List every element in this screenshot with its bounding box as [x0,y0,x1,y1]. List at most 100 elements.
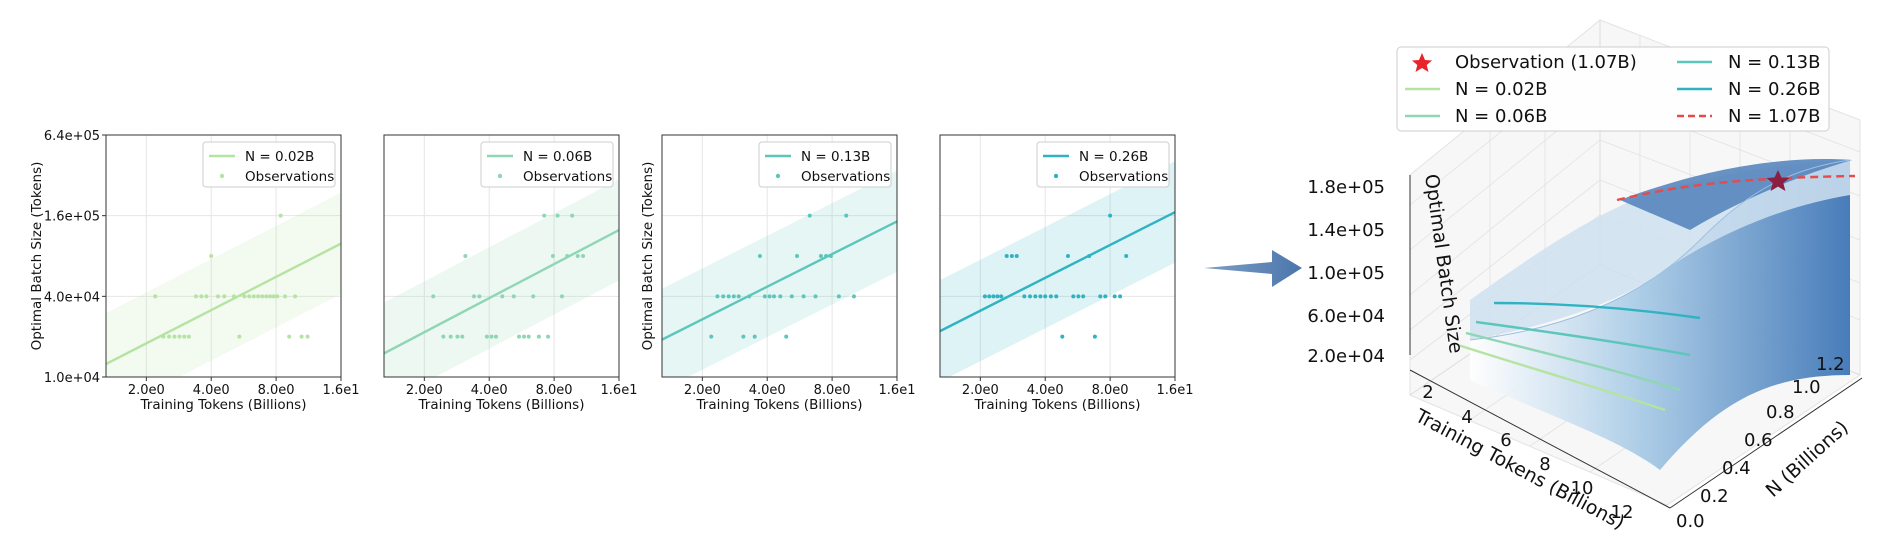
observation-point [194,294,199,299]
surface-highlight [1620,159,1852,230]
legend-box [758,141,892,188]
observation-point [1124,254,1129,258]
legend-label: N = 0.02B [1455,79,1547,100]
observation-point [256,294,261,299]
observation-point [1108,213,1113,218]
observation-point [1092,334,1097,339]
legend-label: N = 0.26B [1728,79,1820,100]
observation-point [493,334,498,339]
observation-point [215,294,220,299]
x-axis-label: Training Tokens (Billions) [418,397,585,413]
x-tick-label: 4.0e0 [471,383,508,398]
y3d-tick-label: 0.4 [1722,458,1751,479]
curve-n-0.13b [1475,320,1691,357]
observation-point [789,294,794,299]
observation-point [752,334,757,339]
x-tick-label: 8.0e0 [814,383,851,398]
legend-marker-swatch [219,173,225,179]
observation-point [531,294,536,299]
x-tick-label: 2.0e0 [684,383,721,398]
legend-box [1036,141,1170,188]
observation-point [762,294,767,299]
x-tick-label: 2.0e0 [962,383,999,398]
observation-point [222,294,227,299]
y3d-tick-label: 1.2 [1816,354,1845,375]
observation-point [1071,294,1076,299]
x3d-tick-label: 12 [1611,502,1634,523]
observation-point [264,294,269,299]
observation-point [293,294,298,299]
observation-point [1087,254,1092,258]
y3d-tick-label: 0.6 [1744,430,1773,451]
observation-point [982,294,987,299]
observation-point [247,294,252,299]
plot-frame [383,134,620,378]
legend-label: Observations [801,169,890,185]
y3d-tick-label: 1.0 [1792,377,1821,398]
legend-box [480,141,614,188]
observation-point [1048,294,1053,299]
panel-4: 2.0e0 4.0e0 8.0e0 1.6e1 Training Tokens (Bil… [939,134,1194,413]
fitted-surface [1470,160,1850,470]
observation-point [167,334,172,339]
legend-label: Observations [1079,169,1168,185]
observation-point [182,334,187,339]
observation-point [542,213,547,218]
observation-point [1103,294,1108,299]
observation-point [1028,294,1033,299]
observation-point [726,294,731,299]
observation-point [177,334,182,339]
confidence-band [662,170,897,377]
panel-legend: N = 0.26B Observations [1036,141,1170,188]
observation-point [1065,254,1070,258]
observation-point [1009,254,1014,258]
observation-point [526,334,531,339]
legend-label: N = 0.06B [523,149,592,165]
legend-label: Observation (1.07B) [1455,52,1637,73]
observation-point [1033,294,1038,299]
observation-point [275,294,280,299]
observation-point [999,294,1004,299]
observation-point [546,334,551,339]
x-tick-label: 1.6e1 [1157,383,1194,398]
curve-n-0.26b [1493,301,1701,320]
observation-point [995,294,1000,299]
fit-line [106,242,341,366]
observation-point [575,254,580,258]
observation-point [511,294,516,299]
observation-point [242,294,247,299]
observation-point [186,334,191,339]
observation-point [741,334,746,339]
confidence-band [940,161,1175,377]
observation-point [441,334,446,339]
panel-legend: N = 0.06B Observations [480,141,614,188]
observation-point [1118,294,1123,299]
legend-marker-swatch [497,173,503,179]
observation-star [1766,170,1790,191]
z-tick-label: 1.4e+05 [1307,220,1385,241]
observation-point [477,294,482,299]
legend-star-icon [1412,53,1432,72]
observation-point [757,254,762,258]
small-multiples: 2.0e0 4.0e0 8.0e0 1.6e1 Training Tokens (Bil… [29,129,1194,413]
x-axis-label: Training Tokens (Billions) [696,397,863,413]
observation-point [251,294,256,299]
observation-point [305,334,310,339]
observation-point [778,294,783,299]
observation-point [1038,294,1043,299]
observation-point [536,334,541,339]
observation-point [455,334,460,339]
plot-frame [105,134,342,378]
observation-point [1076,294,1081,299]
observation-point [431,294,436,299]
x-tick-label: 4.0e0 [193,383,230,398]
legend-label: N = 0.06B [1455,106,1547,127]
x-tick-label: 4.0e0 [749,383,786,398]
x3d-tick-label: 8 [1539,454,1550,475]
y-tick-label: 6.4e+05 [44,129,100,144]
observation-point [559,294,564,299]
y-tick-label: 1.6e+05 [44,210,100,225]
x-tick-label: 1.6e1 [323,383,360,398]
legend-label: N = 0.02B [245,149,314,165]
observation-point [1022,294,1027,299]
